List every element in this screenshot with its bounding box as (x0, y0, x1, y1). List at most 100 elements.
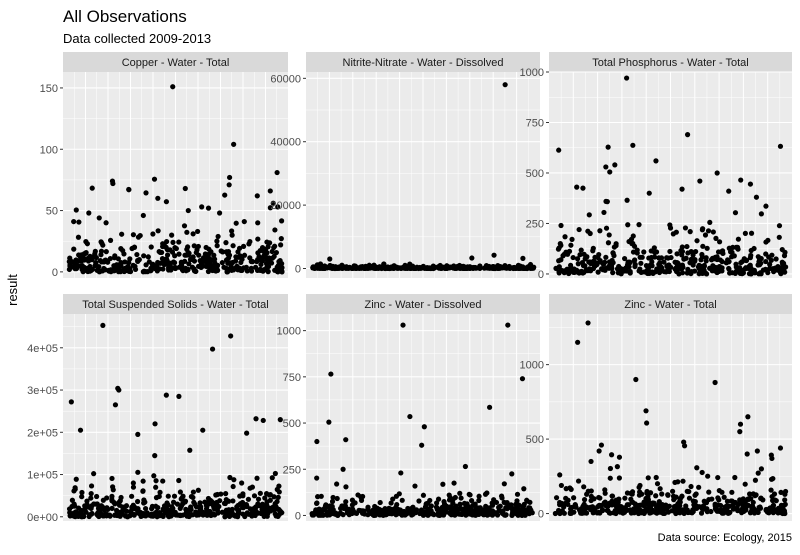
data-point (644, 420, 650, 426)
data-point (399, 497, 405, 503)
data-point (259, 255, 266, 261)
data-point (777, 445, 784, 451)
points-group (66, 322, 285, 520)
data-point (652, 254, 658, 260)
data-point (231, 477, 237, 483)
data-point (552, 510, 558, 517)
data-point (86, 210, 92, 216)
data-point (698, 257, 704, 263)
data-point (203, 502, 209, 508)
data-point (326, 419, 332, 425)
data-point (255, 236, 261, 242)
data-point (781, 253, 788, 259)
data-point (637, 489, 643, 495)
data-point (231, 512, 237, 518)
data-point (446, 497, 453, 503)
data-point (667, 248, 673, 255)
data-point (768, 476, 775, 482)
y-tick-label: 50 (46, 206, 58, 218)
data-point (699, 251, 705, 258)
data-point (103, 220, 109, 226)
data-point (98, 268, 104, 274)
data-point (453, 503, 459, 509)
data-point (209, 346, 216, 352)
data-point (520, 255, 526, 261)
data-point (683, 255, 689, 261)
data-point (629, 499, 635, 505)
data-point (653, 474, 659, 481)
data-point (710, 229, 716, 235)
data-point (565, 501, 571, 507)
data-point (178, 503, 185, 509)
data-point (758, 211, 764, 217)
y-tick-label: 0 (295, 510, 301, 522)
data-point (340, 504, 346, 510)
data-point (226, 513, 233, 520)
data-point (270, 504, 276, 510)
data-point (184, 229, 190, 235)
points-group (66, 84, 285, 275)
data-point (195, 487, 201, 493)
y-tick-label: 750 (283, 372, 301, 384)
data-point (76, 252, 82, 258)
data-point (526, 505, 532, 511)
data-point (608, 452, 615, 458)
data-point (197, 258, 203, 264)
data-point (707, 219, 713, 226)
data-point (696, 484, 702, 490)
data-point (213, 504, 219, 510)
data-point (776, 234, 782, 240)
data-point (457, 490, 463, 496)
data-point (223, 497, 229, 503)
data-point (484, 490, 490, 496)
data-point (563, 486, 569, 492)
data-point (435, 512, 441, 518)
data-point (526, 511, 532, 517)
data-point (575, 339, 581, 345)
data-point (745, 414, 751, 420)
data-point (352, 265, 359, 271)
y-tick-label: 2e+05 (27, 427, 58, 439)
data-point (223, 240, 229, 246)
data-point (504, 500, 510, 506)
data-point (260, 417, 266, 424)
data-point (191, 243, 197, 249)
data-point (219, 260, 225, 266)
data-point (603, 254, 609, 260)
data-point (76, 258, 82, 264)
data-point (96, 513, 102, 520)
data-point (732, 499, 738, 506)
data-point (587, 504, 594, 510)
data-point (738, 177, 744, 183)
data-point (112, 402, 119, 408)
data-point (329, 510, 335, 517)
data-point (81, 513, 87, 520)
data-point (615, 507, 622, 513)
data-point (567, 510, 573, 516)
data-point (686, 488, 692, 495)
data-point (179, 495, 185, 501)
y-tick-label: 500 (526, 434, 544, 446)
data-point (309, 510, 315, 517)
data-point (632, 261, 638, 268)
data-point (81, 251, 87, 257)
data-point (80, 269, 86, 275)
data-point (575, 478, 582, 484)
data-point (641, 249, 647, 255)
data-point (664, 263, 670, 269)
data-point (466, 505, 472, 511)
data-point (230, 498, 236, 504)
data-point (223, 491, 229, 497)
data-point (724, 498, 731, 504)
data-point (416, 498, 422, 504)
data-point (140, 488, 146, 494)
data-point (340, 466, 346, 472)
data-point (649, 263, 655, 269)
data-point (706, 489, 712, 495)
data-point (85, 255, 91, 261)
data-point (705, 228, 712, 234)
data-point (576, 507, 583, 513)
data-point (329, 498, 336, 505)
data-point (691, 502, 697, 508)
data-point (742, 481, 748, 487)
